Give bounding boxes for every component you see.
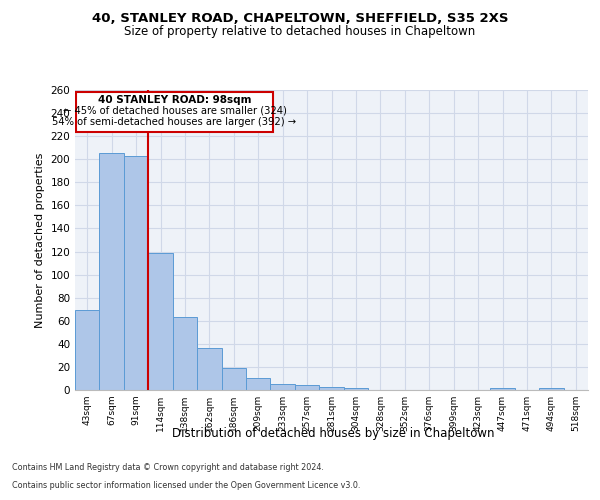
Bar — [148, 252, 173, 390]
Bar — [197, 348, 221, 390]
Bar — [246, 378, 271, 390]
Bar — [100, 154, 124, 390]
Text: 54% of semi-detached houses are larger (392) →: 54% of semi-detached houses are larger (… — [52, 116, 296, 126]
Text: 40 STANLEY ROAD: 98sqm: 40 STANLEY ROAD: 98sqm — [98, 95, 251, 105]
Bar — [173, 318, 197, 390]
Bar — [76, 92, 273, 132]
Text: Distribution of detached houses by size in Chapeltown: Distribution of detached houses by size … — [172, 428, 494, 440]
Text: Contains public sector information licensed under the Open Government Licence v3: Contains public sector information licen… — [12, 481, 361, 490]
Bar — [75, 310, 100, 390]
Bar — [319, 386, 344, 390]
Bar — [490, 388, 515, 390]
Bar — [344, 388, 368, 390]
Bar — [221, 368, 246, 390]
Bar — [295, 386, 319, 390]
Text: Contains HM Land Registry data © Crown copyright and database right 2024.: Contains HM Land Registry data © Crown c… — [12, 464, 324, 472]
Bar — [539, 388, 563, 390]
Y-axis label: Number of detached properties: Number of detached properties — [35, 152, 45, 328]
Text: 40, STANLEY ROAD, CHAPELTOWN, SHEFFIELD, S35 2XS: 40, STANLEY ROAD, CHAPELTOWN, SHEFFIELD,… — [92, 12, 508, 26]
Text: ← 45% of detached houses are smaller (324): ← 45% of detached houses are smaller (32… — [62, 106, 286, 116]
Bar — [271, 384, 295, 390]
Bar — [124, 156, 148, 390]
Text: Size of property relative to detached houses in Chapeltown: Size of property relative to detached ho… — [124, 25, 476, 38]
